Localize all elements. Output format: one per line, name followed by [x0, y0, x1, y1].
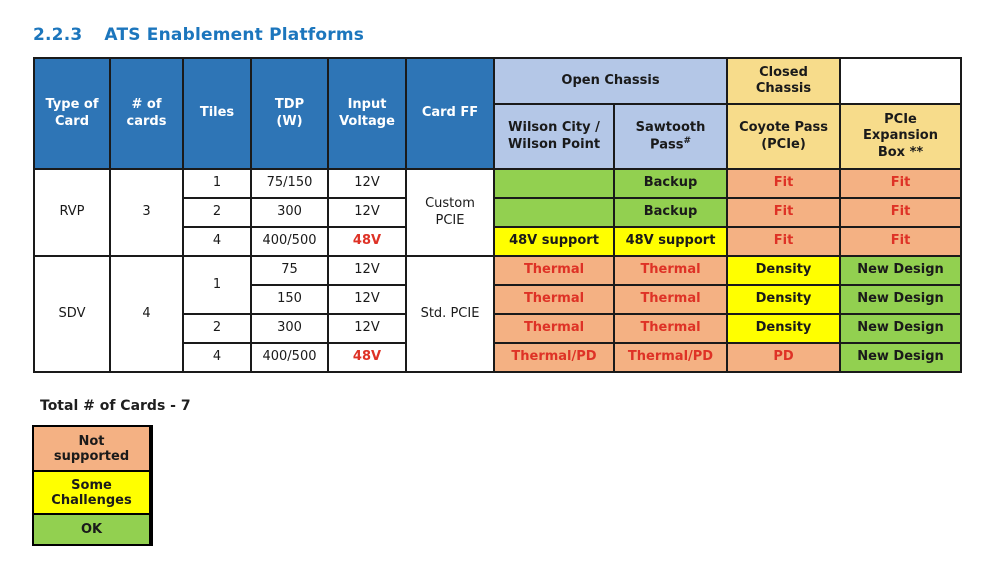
cell-sdv-r2-tdp: 150: [250, 284, 329, 315]
cell-sdv-r1-pcie-box: New Design: [839, 255, 963, 286]
legend-item-some-challenges: Some Challenges: [34, 472, 149, 515]
col-header-input-voltage: Input Voltage: [327, 57, 407, 170]
cell-sdv-r3-coyote: Density: [726, 313, 842, 344]
cell-rvp-r1-tiles: 1: [182, 168, 252, 199]
cell-rvp-r1-sawtooth: Backup: [612, 168, 729, 199]
legend-item-not-supported: Not supported: [34, 427, 149, 472]
cell-sdv-r2-sawtooth: Thermal: [612, 284, 729, 315]
cell-rvp-r3-voltage: 48V: [327, 226, 407, 257]
cell-sdv-r4-sawtooth: Thermal/PD: [612, 342, 729, 373]
table-row-sdv-1: SDV 4 1 75 12V Std. PCIE Thermal Thermal…: [33, 255, 963, 373]
table-row-sdv-3: 2 300 12V Thermal Thermal Density New De…: [34, 313, 963, 344]
cell-rvp-r2-tdp: 300: [250, 197, 329, 228]
cell-sdv-r4-tiles: 4: [182, 342, 252, 373]
cell-sdv-r1-wilson: Thermal: [493, 255, 615, 286]
cell-sdv-r4-tdp: 400/500: [250, 342, 329, 373]
cell-sdv-type: SDV: [33, 255, 111, 373]
cell-rvp-r2-pcie-box: Fit: [839, 197, 963, 228]
total-cards-label: Total # of Cards - 7: [40, 398, 191, 414]
col-header-card-ff: Card FF: [405, 57, 495, 170]
col-header-num-cards: # of cards: [109, 57, 184, 170]
cell-rvp-r2-coyote: Fit: [726, 197, 842, 228]
cell-rvp-r3-tdp: 400/500: [250, 226, 329, 257]
cell-sdv-r1-tdp: 75: [250, 255, 329, 286]
cell-sdv-r1-coyote: Density: [726, 255, 842, 286]
cell-sdv-r2-pcie-box: New Design: [839, 284, 963, 315]
empty-header-cell: [839, 57, 963, 105]
cell-sdv-r3-sawtooth: Thermal: [612, 313, 729, 344]
cell-rvp-count: 3: [109, 168, 184, 257]
group-header-open-chassis: Open Chassis: [492, 57, 729, 105]
table-row-rvp-2: 2 300 12V Backup Fit Fit: [34, 197, 963, 228]
legend-item-ok: OK: [34, 515, 149, 544]
cell-sdv-r3-pcie-box: New Design: [839, 313, 963, 344]
cell-sdv-r2-coyote: Density: [726, 284, 842, 315]
cell-sdv-r3-voltage: 12V: [327, 313, 407, 344]
cell-sdv-r1-sawtooth: Thermal: [612, 255, 729, 286]
cell-sdv-r4-pcie-box: New Design: [839, 342, 963, 373]
cell-sdv-r3-tdp: 300: [250, 313, 329, 344]
section-title-text: ATS Enablement Platforms: [104, 25, 365, 45]
cell-sdv-r4-coyote: PD: [726, 342, 842, 373]
cell-sdv-r3-tiles: 2: [182, 313, 252, 344]
col-header-coyote-pass: Coyote Pass (PCIe): [726, 103, 842, 170]
sawtooth-pass-label: Sawtooth Pass: [635, 119, 706, 153]
cell-rvp-r2-sawtooth: Backup: [612, 197, 729, 228]
cell-sdv-r2-voltage: 12V: [327, 284, 407, 315]
table-row-rvp-1: RVP 3 1 75/150 12V Custom PCIE Backup Fi…: [33, 168, 963, 257]
cell-rvp-r3-sawtooth: 48V support: [612, 226, 729, 257]
table-row-sdv-2: 150 12V Thermal Thermal Density New Desi…: [34, 284, 963, 315]
header-row-columns: Wilson City / Wilson Point Sawtooth Pass…: [34, 103, 963, 170]
cell-sdv-r1-voltage: 12V: [327, 255, 407, 286]
cell-sdv-r2-wilson: Thermal: [493, 284, 615, 315]
cell-rvp-r3-coyote: Fit: [726, 226, 842, 257]
cell-rvp-card-ff: Custom PCIE: [405, 168, 495, 257]
sawtooth-footnote-mark: #: [683, 135, 691, 146]
cell-sdv-r4-voltage: 48V: [327, 342, 407, 373]
cell-rvp-type: RVP: [33, 168, 111, 257]
cell-rvp-r2-tiles: 2: [182, 197, 252, 228]
header-row-groups: Type of Card # of cards Tiles TDP (W) In…: [33, 57, 963, 170]
cell-sdv-r1-tiles: 1: [182, 255, 252, 315]
cell-rvp-r1-voltage: 12V: [327, 168, 407, 199]
section-number: 2.2.3: [33, 25, 83, 45]
cell-rvp-r2-voltage: 12V: [327, 197, 407, 228]
legend: Not supported Some Challenges OK: [32, 425, 153, 546]
col-header-tiles: Tiles: [182, 57, 252, 170]
cell-sdv-card-ff: Std. PCIE: [405, 255, 495, 373]
cell-rvp-r3-wilson: 48V support: [493, 226, 615, 257]
col-header-pcie-expansion-box: PCIe Expansion Box **: [839, 103, 963, 170]
col-header-wilson-city: Wilson City / Wilson Point: [493, 103, 615, 170]
table-row-rvp-3: 4 400/500 48V 48V support 48V support Fi…: [34, 226, 963, 257]
cell-sdv-r4-wilson: Thermal/PD: [493, 342, 615, 373]
cell-rvp-r1-pcie-box: Fit: [839, 168, 963, 199]
cell-rvp-r1-wilson: [493, 168, 615, 199]
col-header-type-of-card: Type of Card: [33, 57, 111, 170]
cell-rvp-r1-tdp: 75/150: [250, 168, 329, 199]
cell-rvp-r3-tiles: 4: [182, 226, 252, 257]
cell-rvp-r3-pcie-box: Fit: [839, 226, 963, 257]
col-header-tdp: TDP (W): [250, 57, 329, 170]
cell-rvp-r1-coyote: Fit: [726, 168, 842, 199]
cell-sdv-r3-wilson: Thermal: [493, 313, 615, 344]
table-row-sdv-4: 4 400/500 48V Thermal/PD Thermal/PD PD N…: [34, 342, 963, 373]
cell-sdv-count: 4: [109, 255, 184, 373]
cell-rvp-r2-wilson: [493, 197, 615, 228]
col-header-sawtooth-pass: Sawtooth Pass#: [612, 103, 729, 170]
ats-enablement-table: Type of Card # of cards Tiles TDP (W) In…: [33, 57, 963, 373]
group-header-closed-chassis: Closed Chassis: [726, 57, 842, 105]
section-title: 2.2.3 ATS Enablement Platforms: [33, 25, 364, 45]
